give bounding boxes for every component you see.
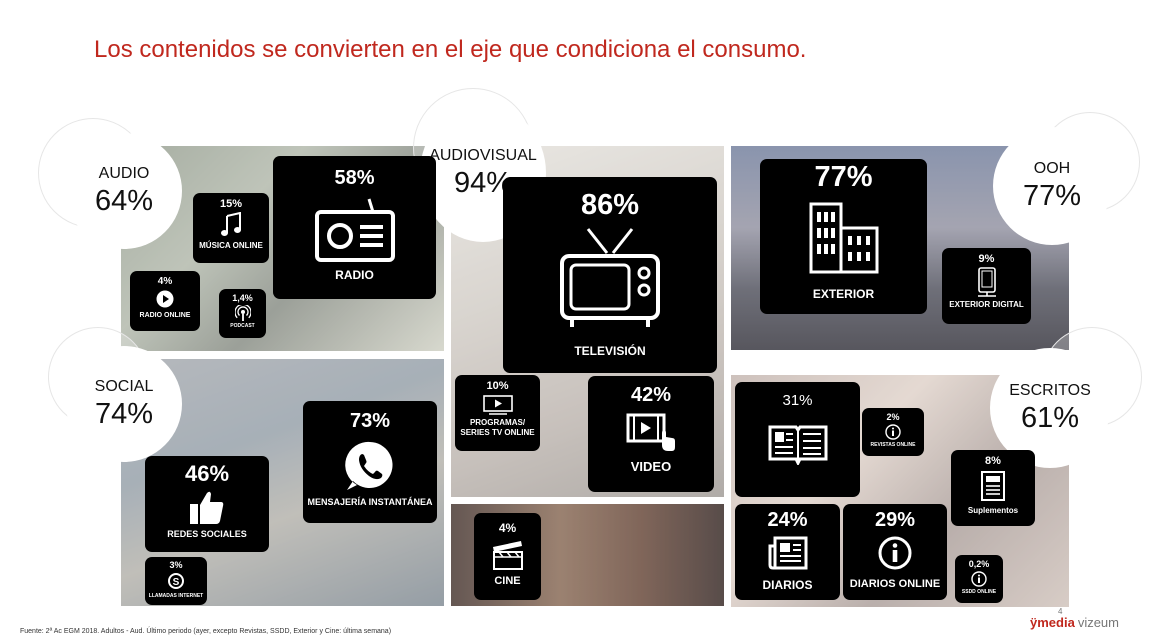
video-label: VIDEO xyxy=(630,459,672,474)
category-label: AUDIOVISUAL xyxy=(429,146,537,164)
television-card: 86% TELEVISIÓN xyxy=(503,177,717,373)
suplementos-card: 8% Suplementos xyxy=(951,450,1035,526)
category-label: OOH xyxy=(1033,159,1071,177)
llamadas-card: 3% S LLAMADAS INTERNET xyxy=(145,557,207,605)
exterior-digital-label: EXTERIOR DIGITAL xyxy=(949,300,1024,309)
radio-online-value: 4% xyxy=(157,276,173,287)
radio-online-card: 4% RADIO ONLINE xyxy=(130,271,200,331)
clapperboard-icon xyxy=(491,539,525,571)
cine-value: 4% xyxy=(498,521,517,535)
music-note-icon xyxy=(220,212,242,238)
diarios-online-label: DIARIOS ONLINE xyxy=(849,578,941,590)
info-icon xyxy=(878,536,912,570)
category-label: AUDIO xyxy=(98,164,150,182)
revistas-online-value: 2% xyxy=(886,412,900,422)
category-escritos: ESCRITOS 61% xyxy=(990,348,1110,468)
exterior-digital-value: 9% xyxy=(978,253,995,265)
category-ooh: OOH 77% xyxy=(993,127,1111,245)
diarios-value: 24% xyxy=(767,509,808,531)
radio-icon xyxy=(313,196,397,264)
category-audio: AUDIO 64% xyxy=(66,133,182,249)
thumbs-up-icon xyxy=(189,489,225,525)
digital-sign-icon xyxy=(976,267,998,297)
info-icon xyxy=(885,424,901,440)
diarios-online-card: 29% DIARIOS ONLINE xyxy=(843,504,947,600)
diarios-online-value: 29% xyxy=(874,509,916,531)
logo-sub: vizeum xyxy=(1077,615,1119,630)
programas-card: 10% PROGRAMAS/ SERIES TV ONLINE xyxy=(455,375,540,451)
info-icon xyxy=(971,571,987,587)
podcast-label: PODCAST xyxy=(230,323,255,329)
page-number: 4 xyxy=(1058,607,1063,616)
programas-value: 10% xyxy=(486,380,509,392)
ssdd-online-card: 0,2% SSDD ONLINE xyxy=(955,555,1003,603)
musica-online-value: 15% xyxy=(219,198,243,210)
video-value: 42% xyxy=(630,384,672,406)
supplement-icon xyxy=(980,470,1006,502)
ssdd-online-value: 0,2% xyxy=(968,559,990,569)
cine-label: CINE xyxy=(494,575,521,587)
skype-icon: S xyxy=(167,572,185,590)
play-icon xyxy=(156,290,174,308)
redes-sociales-label: REDES SOCIALES xyxy=(167,529,247,539)
television-label: TELEVISIÓN xyxy=(574,344,646,358)
category-label: ESCRITOS xyxy=(1009,381,1091,399)
brand-logo: ÿmedia vizeum xyxy=(1030,615,1119,630)
redes-sociales-card: 46% REDES SOCIALES xyxy=(145,456,269,552)
page-title: Los contenidos se convierten en el eje q… xyxy=(94,36,807,63)
revistas-value: 31% xyxy=(782,392,813,409)
diarios-card: 24% DIARIOS xyxy=(735,504,840,600)
mensajeria-card: 73% MENSAJERÍA INSTANTÁNEA xyxy=(303,401,437,523)
podcast-icon xyxy=(234,305,251,321)
category-value: 94% xyxy=(453,166,513,199)
radio-online-label: RADIO ONLINE xyxy=(139,312,191,319)
programas-label: PROGRAMAS/ SERIES TV ONLINE xyxy=(460,418,535,437)
diarios-label: DIARIOS xyxy=(762,578,813,592)
open-book-icon xyxy=(766,421,830,465)
musica-online-card: 15% MÚSICA ONLINE xyxy=(193,193,269,263)
mensajeria-label: MENSAJERÍA INSTANTÁNEA xyxy=(307,497,433,507)
exterior-value: 77% xyxy=(814,161,873,193)
podcast-value: 1,4% xyxy=(232,293,253,303)
television-value: 86% xyxy=(580,189,640,221)
suplementos-label: Suplementos xyxy=(967,506,1019,515)
video-card: 42% VIDEO xyxy=(588,376,714,492)
source-note: Fuente: 2ª Ac EGM 2018. Adultos - Aud. Ú… xyxy=(20,628,392,635)
video-touch-icon xyxy=(626,413,676,453)
cine-card: 4% CINE xyxy=(474,513,541,600)
category-label: SOCIAL xyxy=(94,377,154,395)
exterior-digital-card: 9% EXTERIOR DIGITAL xyxy=(942,248,1031,324)
category-value: 64% xyxy=(94,184,154,217)
newspaper-icon xyxy=(768,536,808,570)
radio-card: 58% RADIO xyxy=(273,156,436,299)
logo-brand: ÿmedia xyxy=(1030,615,1075,630)
mensajeria-value: 73% xyxy=(349,410,391,432)
podcast-card: 1,4% PODCAST xyxy=(219,289,266,338)
llamadas-label: LLAMADAS INTERNET xyxy=(148,593,204,599)
monitor-play-icon xyxy=(482,395,513,415)
building-icon xyxy=(807,200,881,274)
redes-sociales-value: 46% xyxy=(184,461,230,486)
ssdd-online-label: SSDD ONLINE xyxy=(961,589,997,595)
category-value: 77% xyxy=(1022,179,1082,212)
suplementos-value: 8% xyxy=(985,455,1001,467)
category-value: 61% xyxy=(1020,401,1080,434)
tv-icon xyxy=(558,226,662,332)
exterior-card: 77% EXTERIOR xyxy=(760,159,927,314)
whatsapp-icon xyxy=(343,439,397,493)
exterior-label: EXTERIOR xyxy=(812,287,875,301)
revistas-online-label: REVISTAS ONLINE xyxy=(870,442,916,448)
llamadas-value: 3% xyxy=(169,560,183,570)
category-social: SOCIAL 74% xyxy=(66,346,182,462)
category-value: 74% xyxy=(94,397,154,430)
radio-value: 58% xyxy=(334,167,375,189)
musica-online-label: MÚSICA ONLINE xyxy=(199,241,263,250)
radio-label: RADIO xyxy=(335,268,374,282)
revistas-card: 31% xyxy=(735,382,860,497)
svg-text:S: S xyxy=(173,577,180,588)
revistas-online-card: 2% REVISTAS ONLINE xyxy=(862,408,924,456)
